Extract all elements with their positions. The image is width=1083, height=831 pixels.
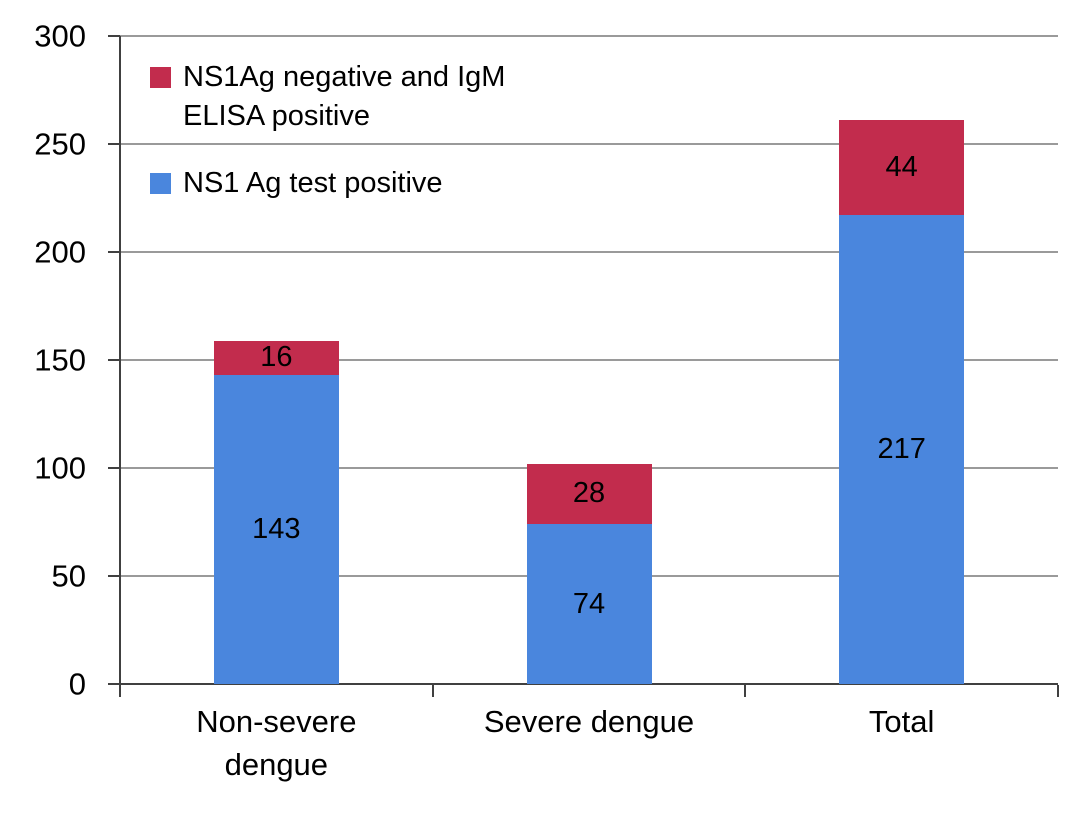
y-tick-mark (108, 683, 120, 685)
bar-segment-ns1-positive: 217 (839, 215, 965, 684)
gridline (120, 251, 1058, 253)
y-tick-label: 300 (34, 18, 86, 54)
x-category-label: Total (868, 704, 935, 739)
y-tick-mark (108, 575, 120, 577)
bar-segment-ns1-positive: 74 (526, 524, 652, 684)
bar-segment-igm-positive: 28 (526, 463, 652, 525)
gridline (120, 359, 1058, 361)
x-category-slot: Severe dengue (433, 700, 746, 786)
x-category-label: Non-severe dengue (196, 704, 357, 782)
x-axis-line (119, 683, 1058, 685)
y-tick-label: 150 (34, 342, 86, 378)
bars-layer: 143 16 74 28 217 44 (120, 36, 1058, 684)
x-tick-mark (744, 685, 747, 697)
x-category-slot: Non-severe dengue (120, 700, 433, 786)
x-category-label: Severe dengue (483, 704, 695, 739)
legend-swatch-icon (150, 67, 171, 88)
y-tick-mark (108, 251, 120, 253)
y-axis-labels: 0 50 100 150 200 250 300 (0, 21, 108, 700)
bar-segment-ns1-positive: 143 (213, 375, 339, 684)
y-tick-label: 50 (51, 558, 86, 594)
legend-item: NS1 Ag test positive (150, 164, 523, 203)
bar-value-label: 16 (260, 341, 293, 374)
x-axis-labels: Non-severe dengue Severe dengue Total (120, 700, 1058, 786)
bar-value-label: 44 (885, 151, 918, 184)
y-tick-mark (108, 467, 120, 469)
gridline (120, 143, 1058, 145)
x-tick-mark (431, 685, 434, 697)
plot-area: 143 16 74 28 217 44 NS1Ag negative and IgM EL… (108, 35, 1059, 697)
y-tick-mark (108, 35, 120, 37)
y-tick-label: 200 (34, 234, 86, 270)
y-tick-label: 100 (34, 450, 86, 486)
gridline (120, 35, 1058, 37)
y-tick-mark (108, 143, 120, 145)
legend: NS1Ag negative and IgM ELISA positive NS1… (150, 58, 523, 231)
x-category-slot: Total (745, 700, 1058, 786)
x-tick-mark (1057, 685, 1059, 697)
x-tick-mark (119, 685, 121, 697)
bar-segment-igm-positive: 16 (213, 340, 339, 376)
legend-swatch-icon (150, 173, 171, 194)
y-tick-mark (108, 359, 120, 361)
bar-value-label: 28 (572, 477, 606, 510)
bar-value-label: 217 (877, 433, 926, 466)
y-tick-label: 0 (68, 666, 86, 702)
legend-label: NS1Ag negative and IgM ELISA positive (183, 61, 506, 132)
y-axis-line (119, 36, 121, 684)
legend-label: NS1 Ag test positive (183, 167, 443, 199)
bar-value-label: 74 (572, 587, 606, 620)
bar-value-label: 143 (252, 513, 301, 546)
legend-item: NS1Ag negative and IgM ELISA positive (150, 58, 523, 136)
y-tick-label: 250 (34, 126, 86, 162)
bar-segment-igm-positive: 44 (839, 120, 965, 216)
